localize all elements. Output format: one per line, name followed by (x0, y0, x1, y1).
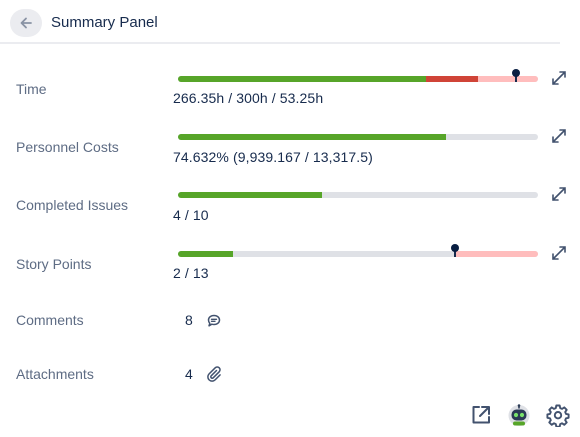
story-points-estimate-marker (451, 244, 459, 257)
time-progress-pink (478, 76, 538, 82)
time-value: 266.35h / 300h / 53.25h (173, 90, 324, 106)
attachments-label: Attachments (16, 366, 94, 382)
completed-issues-label: Completed Issues (16, 197, 129, 213)
time-estimate-marker (512, 69, 520, 82)
panel-header: Summary Panel (0, 0, 560, 44)
personnel-costs-value: 74.632% (9,939.167 / 13,317.5) (173, 149, 373, 165)
comment-icon[interactable] (206, 313, 222, 329)
story-points-value: 2 / 13 (173, 265, 209, 281)
arrow-left-icon (20, 17, 32, 29)
expand-icon[interactable] (550, 69, 568, 87)
expand-icon[interactable] (550, 127, 568, 145)
personnel-costs-progress-green (178, 134, 446, 140)
comments-count[interactable]: 8 (185, 312, 193, 328)
story-points-progress-pink (455, 251, 538, 257)
time-progress-red (426, 76, 478, 82)
story-points-progress-green (178, 251, 233, 257)
completed-issues-progress-green (178, 192, 322, 198)
story-points-progress-bar (178, 244, 538, 257)
time-label: Time (16, 81, 47, 97)
open-external-icon[interactable] (469, 403, 493, 427)
time-progress-bar (178, 69, 538, 82)
completed-issues-value: 4 / 10 (173, 207, 209, 223)
expand-icon[interactable] (550, 244, 568, 262)
expand-icon[interactable] (550, 185, 568, 203)
paperclip-icon[interactable] (206, 366, 222, 382)
completed-issues-progress-bar (178, 192, 538, 198)
panel-title: Summary Panel (51, 14, 158, 31)
back-button[interactable] (10, 9, 42, 37)
gear-icon[interactable] (546, 403, 570, 427)
personnel-costs-label: Personnel Costs (16, 139, 119, 155)
attachments-count[interactable]: 4 (185, 366, 193, 382)
time-progress-green (178, 76, 426, 82)
robot-avatar-icon[interactable] (507, 403, 531, 427)
personnel-costs-progress-bar (178, 134, 538, 140)
comments-label: Comments (16, 312, 84, 328)
story-points-label: Story Points (16, 256, 92, 272)
